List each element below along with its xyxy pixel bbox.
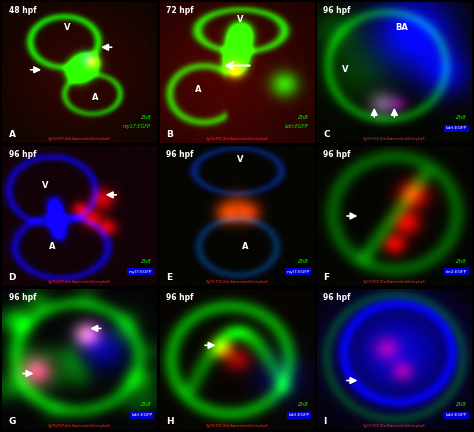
Text: Tg(7xTCF-Xla.Siam:nlsmCherry)ia5: Tg(7xTCF-Xla.Siam:nlsmCherry)ia5 [363, 424, 426, 428]
Text: 96 hpf: 96 hpf [323, 6, 351, 16]
Text: kdrl:EGFP: kdrl:EGFP [446, 413, 467, 417]
Text: Tg(7xTCF-Xla.Siam:nlsmCherry)ia5: Tg(7xTCF-Xla.Siam:nlsmCherry)ia5 [48, 280, 111, 284]
Text: Zn8: Zn8 [297, 115, 308, 121]
Text: tie2:EGFP: tie2:EGFP [446, 270, 467, 274]
Text: G: G [9, 416, 16, 426]
Text: Zn8: Zn8 [297, 402, 308, 407]
Text: D: D [9, 273, 16, 282]
Text: Zn8: Zn8 [455, 259, 465, 264]
Text: B: B [166, 130, 173, 139]
Text: kdrl:EGFP: kdrl:EGFP [284, 124, 308, 129]
Text: 96 hpf: 96 hpf [166, 293, 193, 302]
Text: A: A [241, 242, 248, 251]
Text: A: A [92, 93, 99, 102]
Text: V: V [42, 181, 49, 190]
Text: myl7:EGFP: myl7:EGFP [286, 270, 310, 274]
Text: V: V [64, 23, 71, 32]
Text: Tg(7xTCF-Xla.Siam:nlsmCherry)ia5: Tg(7xTCF-Xla.Siam:nlsmCherry)ia5 [206, 280, 268, 284]
Text: Tg(7xTCF-Xla.Siam:nlsmCherry)ia5: Tg(7xTCF-Xla.Siam:nlsmCherry)ia5 [206, 137, 268, 141]
Text: Zn8: Zn8 [140, 115, 151, 121]
Text: V: V [237, 15, 243, 24]
Text: F: F [323, 273, 329, 282]
Text: kdrl:EGFP: kdrl:EGFP [446, 126, 467, 130]
Text: kdrl:EGFP: kdrl:EGFP [289, 413, 310, 417]
Text: H: H [166, 416, 173, 426]
Text: Tg(7xTCF-Xla.Siam:nlsmCherry)ia5: Tg(7xTCF-Xla.Siam:nlsmCherry)ia5 [363, 137, 426, 141]
Text: V: V [342, 65, 348, 74]
Text: Tg(7xTCF-Xla.Siam:nlsmCherry)ia5: Tg(7xTCF-Xla.Siam:nlsmCherry)ia5 [363, 280, 426, 284]
Text: myl7:EGFP: myl7:EGFP [129, 270, 152, 274]
Text: 96 hpf: 96 hpf [9, 293, 36, 302]
Text: V: V [237, 155, 243, 164]
Text: A: A [9, 130, 16, 139]
Text: Zn8: Zn8 [455, 402, 465, 407]
Text: 96 hpf: 96 hpf [323, 150, 351, 159]
Text: Zn8: Zn8 [455, 115, 465, 121]
Text: I: I [323, 416, 327, 426]
Text: A: A [195, 85, 201, 94]
Text: Zn8: Zn8 [297, 259, 308, 264]
Text: C: C [323, 130, 330, 139]
Text: 72 hpf: 72 hpf [166, 6, 193, 16]
Text: 96 hpf: 96 hpf [166, 150, 193, 159]
Text: Zn8: Zn8 [140, 402, 151, 407]
Text: E: E [166, 273, 172, 282]
Text: A: A [48, 242, 55, 251]
Text: 96 hpf: 96 hpf [323, 293, 351, 302]
Text: kdrl:EGFP: kdrl:EGFP [131, 413, 152, 417]
Text: my17:EGFP: my17:EGFP [123, 124, 151, 129]
Text: 48 hpf: 48 hpf [9, 6, 36, 16]
Text: Tg(7xTCF-Xla.Siam:nlsmCherry)ia5: Tg(7xTCF-Xla.Siam:nlsmCherry)ia5 [206, 424, 268, 428]
Text: 96 hpf: 96 hpf [9, 150, 36, 159]
Text: Tg(7xTCF-Xla.Siam:nlsmCherry)ia5: Tg(7xTCF-Xla.Siam:nlsmCherry)ia5 [48, 424, 111, 428]
Text: BA: BA [396, 23, 409, 32]
Text: Tg(7xTCF-Xla.Siam:nlsmCherry)ia5: Tg(7xTCF-Xla.Siam:nlsmCherry)ia5 [48, 137, 111, 141]
Text: Zn8: Zn8 [140, 259, 151, 264]
